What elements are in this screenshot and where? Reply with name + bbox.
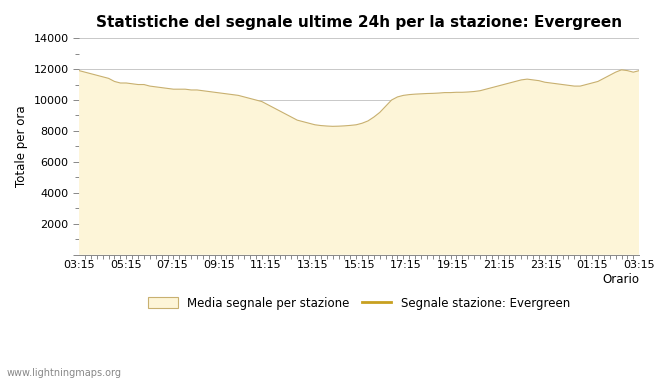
Y-axis label: Totale per ora: Totale per ora (15, 106, 28, 187)
Legend: Media segnale per stazione, Segnale stazione: Evergreen: Media segnale per stazione, Segnale staz… (149, 296, 570, 310)
X-axis label: Orario: Orario (602, 273, 639, 286)
Text: www.lightningmaps.org: www.lightningmaps.org (7, 368, 122, 378)
Title: Statistiche del segnale ultime 24h per la stazione: Evergreen: Statistiche del segnale ultime 24h per l… (96, 15, 622, 30)
